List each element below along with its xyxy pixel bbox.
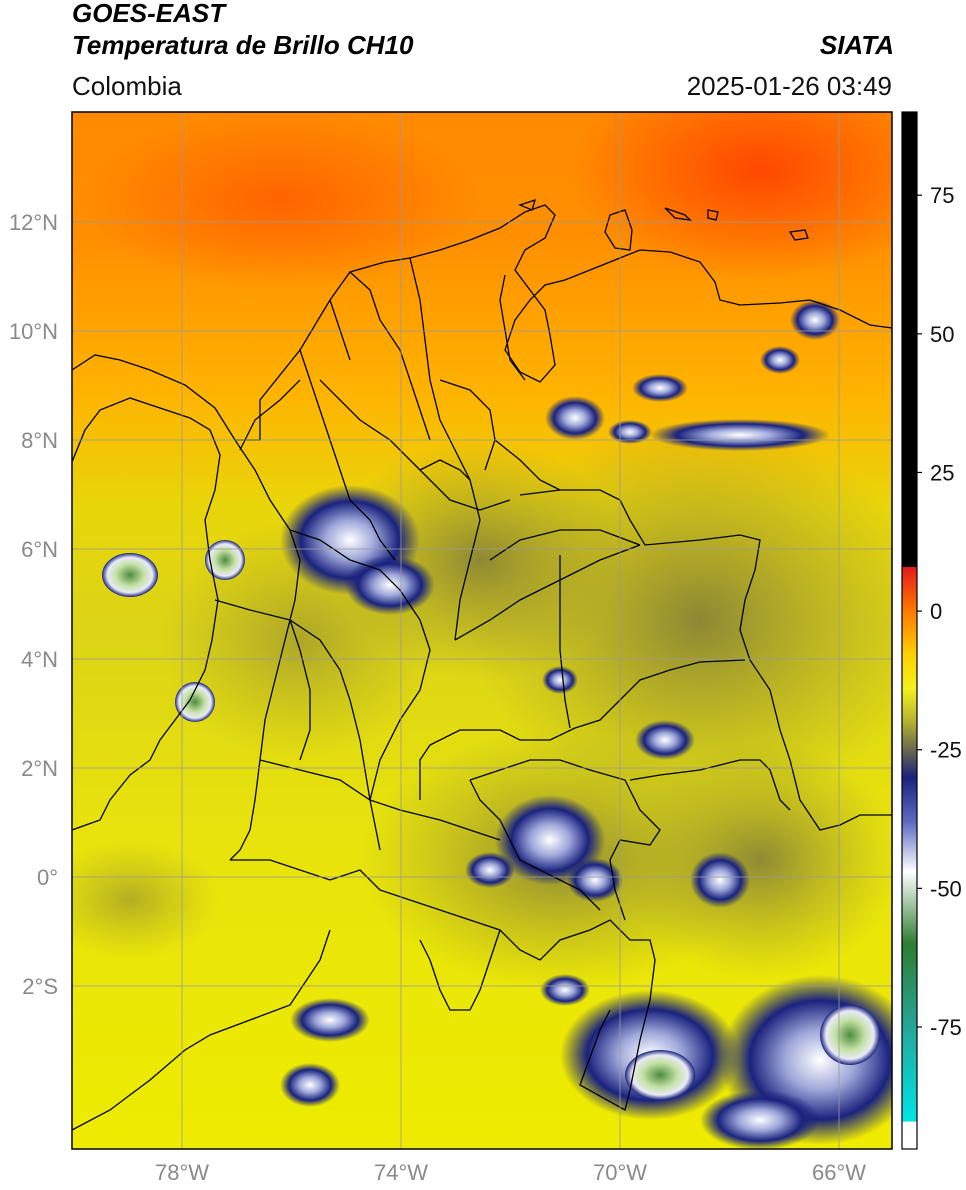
- colorbar-tick-label: 25: [930, 460, 954, 485]
- satellite-title: GOES-EAST: [72, 0, 226, 28]
- colorbar-ticks: 75 50 25 0 -25 -50 -75: [917, 183, 962, 1040]
- longitude-labels: 78°W 74°W 70°W 66°W: [155, 1160, 866, 1185]
- colorbar-tick-label: -50: [930, 876, 962, 901]
- map-raster: [72, 112, 892, 1149]
- lat-tick: 0°: [37, 865, 58, 890]
- lat-tick: 2°S: [22, 974, 58, 999]
- lon-tick: 66°W: [812, 1160, 866, 1185]
- lat-tick: 8°N: [21, 428, 58, 453]
- lon-tick: 74°W: [374, 1160, 428, 1185]
- lat-tick: 4°N: [21, 647, 58, 672]
- colorbar-scale: [902, 112, 917, 1149]
- colorbar-tick-label: -25: [930, 738, 962, 763]
- lat-tick: 6°N: [21, 537, 58, 562]
- graticule: [72, 112, 892, 1149]
- colorbar: 75 50 25 0 -25 -50 -75: [901, 111, 962, 1150]
- latitude-labels: 12°N 10°N 8°N 6°N 4°N 2°N 0° 2°S: [9, 210, 58, 999]
- colorbar-frame: [901, 111, 918, 1150]
- colorbar-tick-label: 0: [930, 599, 942, 624]
- lat-tick: 10°N: [9, 319, 58, 344]
- colorbar-tick-label: -75: [930, 1015, 962, 1040]
- lon-tick: 70°W: [593, 1160, 647, 1185]
- product-title: Temperatura de Brillo CH10: [72, 30, 414, 60]
- lat-tick: 12°N: [9, 210, 58, 235]
- coastlines-and-borders: [72, 198, 892, 1131]
- map-frame: [71, 111, 893, 1150]
- region-label: Colombia: [72, 71, 182, 101]
- lon-tick: 78°W: [155, 1160, 209, 1185]
- lat-tick: 2°N: [21, 756, 58, 781]
- colorbar-tick-label: 50: [930, 322, 954, 347]
- colorbar-tick-label: 75: [930, 183, 954, 208]
- agency-label: SIATA: [819, 30, 894, 60]
- datetime-label: 2025-01-26 03:49: [686, 71, 892, 101]
